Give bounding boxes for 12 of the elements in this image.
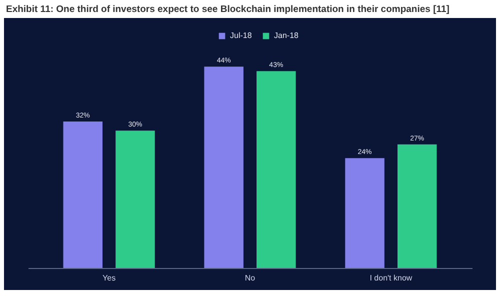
bar (345, 158, 384, 268)
legend-label: Jul-18 (230, 31, 252, 40)
chart-title: Exhibit 11: One third of investors expect to see Blockchain implementation in their companies [11] (5, 3, 450, 17)
bar (116, 130, 155, 268)
bar (256, 71, 296, 268)
x-tick-label: I don't know (370, 274, 412, 282)
x-tick-label: No (244, 274, 256, 282)
bar (204, 66, 244, 268)
legend-label: Jan-18 (274, 31, 300, 40)
bar (63, 122, 103, 268)
x-tick-label: Yes (102, 274, 116, 282)
bar (397, 144, 437, 268)
